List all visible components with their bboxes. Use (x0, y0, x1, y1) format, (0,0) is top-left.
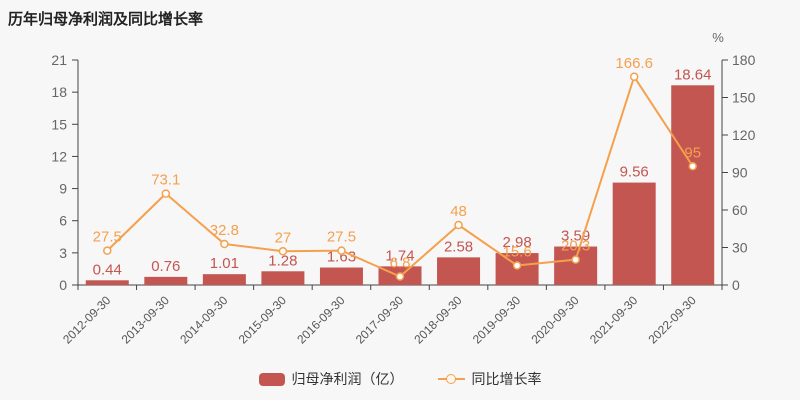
line-value-label: 27 (275, 229, 292, 246)
bar-series-swatch-icon (258, 372, 285, 386)
left-axis-tick-label: 9 (59, 181, 67, 197)
legend-item-net-profit[interactable]: 归母净利润（亿） (258, 369, 404, 389)
line-marker (220, 239, 229, 249)
line-value-label: 27.5 (93, 229, 122, 246)
bar-value-label: 9.56 (620, 164, 649, 181)
left-axis-tick-label: 18 (51, 84, 67, 100)
line-value-label: 73.1 (151, 172, 180, 189)
x-axis-category-label: 2018-09-30 (411, 293, 465, 347)
line-value-label: 6.8 (390, 255, 411, 272)
right-axis-tick-label: 60 (732, 202, 748, 218)
bar-value-label: 2.58 (444, 238, 473, 255)
line-marker (512, 261, 522, 270)
line-marker (395, 272, 405, 281)
bar-net-profit (437, 257, 481, 285)
legend: 归母净利润（亿） 同比增长率 (0, 369, 800, 389)
legend-label-net-profit: 归母净利润（亿） (291, 371, 404, 387)
line-value-label: 95 (684, 144, 701, 161)
x-axis-category-label: 2017-09-30 (353, 293, 407, 347)
right-axis-tick-label: 180 (732, 52, 756, 68)
left-axis-tick-label: 21 (51, 52, 67, 68)
bar-value-label: 1.28 (268, 252, 297, 269)
right-axis-tick-label: 120 (732, 127, 756, 143)
left-axis-tick-label: 0 (59, 277, 67, 293)
line-marker (103, 246, 112, 255)
bar-net-profit (612, 182, 656, 285)
bar-value-label: 1.74 (385, 247, 414, 264)
x-axis-category-label: 2016-09-30 (294, 293, 348, 347)
line-marker (278, 247, 288, 256)
line-value-label: 48 (450, 203, 467, 220)
bar-value-label: 1.01 (210, 255, 239, 272)
x-axis-category-label: 2020-09-30 (528, 293, 582, 347)
bar-net-profit (554, 246, 598, 285)
line-marker-icon (445, 374, 456, 384)
line-marker (629, 72, 639, 81)
bar-net-profit (671, 85, 715, 286)
line-marker (688, 162, 697, 171)
line-value-label: 27.5 (327, 229, 356, 246)
bar-net-profit (202, 274, 246, 285)
bar-value-label: 18.64 (674, 66, 712, 83)
right-axis-unit-label: % (712, 30, 724, 45)
right-axis-tick-label: 150 (732, 90, 756, 106)
line-series-swatch-icon (437, 373, 465, 386)
bar-net-profit (85, 280, 129, 285)
bar-value-label: 3.59 (561, 228, 590, 245)
line-marker (337, 246, 346, 255)
x-axis-category-label: 2012-09-30 (60, 293, 114, 347)
legend-label-growth-rate: 同比增长率 (471, 371, 542, 387)
x-axis-category-label: 2013-09-30 (119, 293, 173, 347)
line-value-label: 20.3 (561, 238, 590, 255)
line-marker (571, 255, 580, 264)
legend-item-growth-rate[interactable]: 同比增长率 (437, 369, 542, 389)
line-value-label: 166.6 (615, 55, 653, 72)
left-axis-tick-label: 3 (59, 245, 67, 261)
line-marker (454, 220, 463, 230)
line-marker (161, 189, 171, 198)
chart-title: 历年归母净利润及同比增长率 (8, 11, 204, 28)
bar-net-profit (144, 276, 188, 285)
left-axis-tick-label: 15 (51, 116, 67, 132)
bar-net-profit (261, 271, 305, 285)
bar-value-label: 0.44 (93, 261, 122, 278)
x-axis-category-label: 2015-09-30 (236, 293, 290, 347)
bar-net-profit (319, 267, 363, 285)
x-axis-category-label: 2014-09-30 (177, 293, 231, 347)
right-axis-tick-label: 0 (732, 277, 740, 293)
bar-value-label: 2.98 (502, 234, 531, 251)
x-axis-category-label: 2021-09-30 (587, 293, 641, 347)
right-axis-tick-label: 90 (732, 165, 748, 181)
bar-value-label: 0.76 (151, 258, 180, 275)
line-value-label: 32.8 (210, 222, 239, 239)
x-axis-category-label: 2022-09-30 (646, 293, 700, 347)
right-axis-tick-label: 30 (732, 240, 748, 256)
left-axis-tick-label: 12 (51, 148, 67, 164)
left-axis-tick-label: 6 (59, 213, 67, 229)
line-value-label: 15.6 (502, 244, 531, 261)
x-axis-category-label: 2019-09-30 (470, 293, 524, 347)
